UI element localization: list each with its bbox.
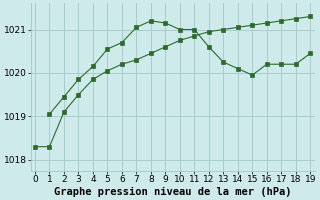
X-axis label: Graphe pression niveau de la mer (hPa): Graphe pression niveau de la mer (hPa) bbox=[54, 186, 291, 197]
